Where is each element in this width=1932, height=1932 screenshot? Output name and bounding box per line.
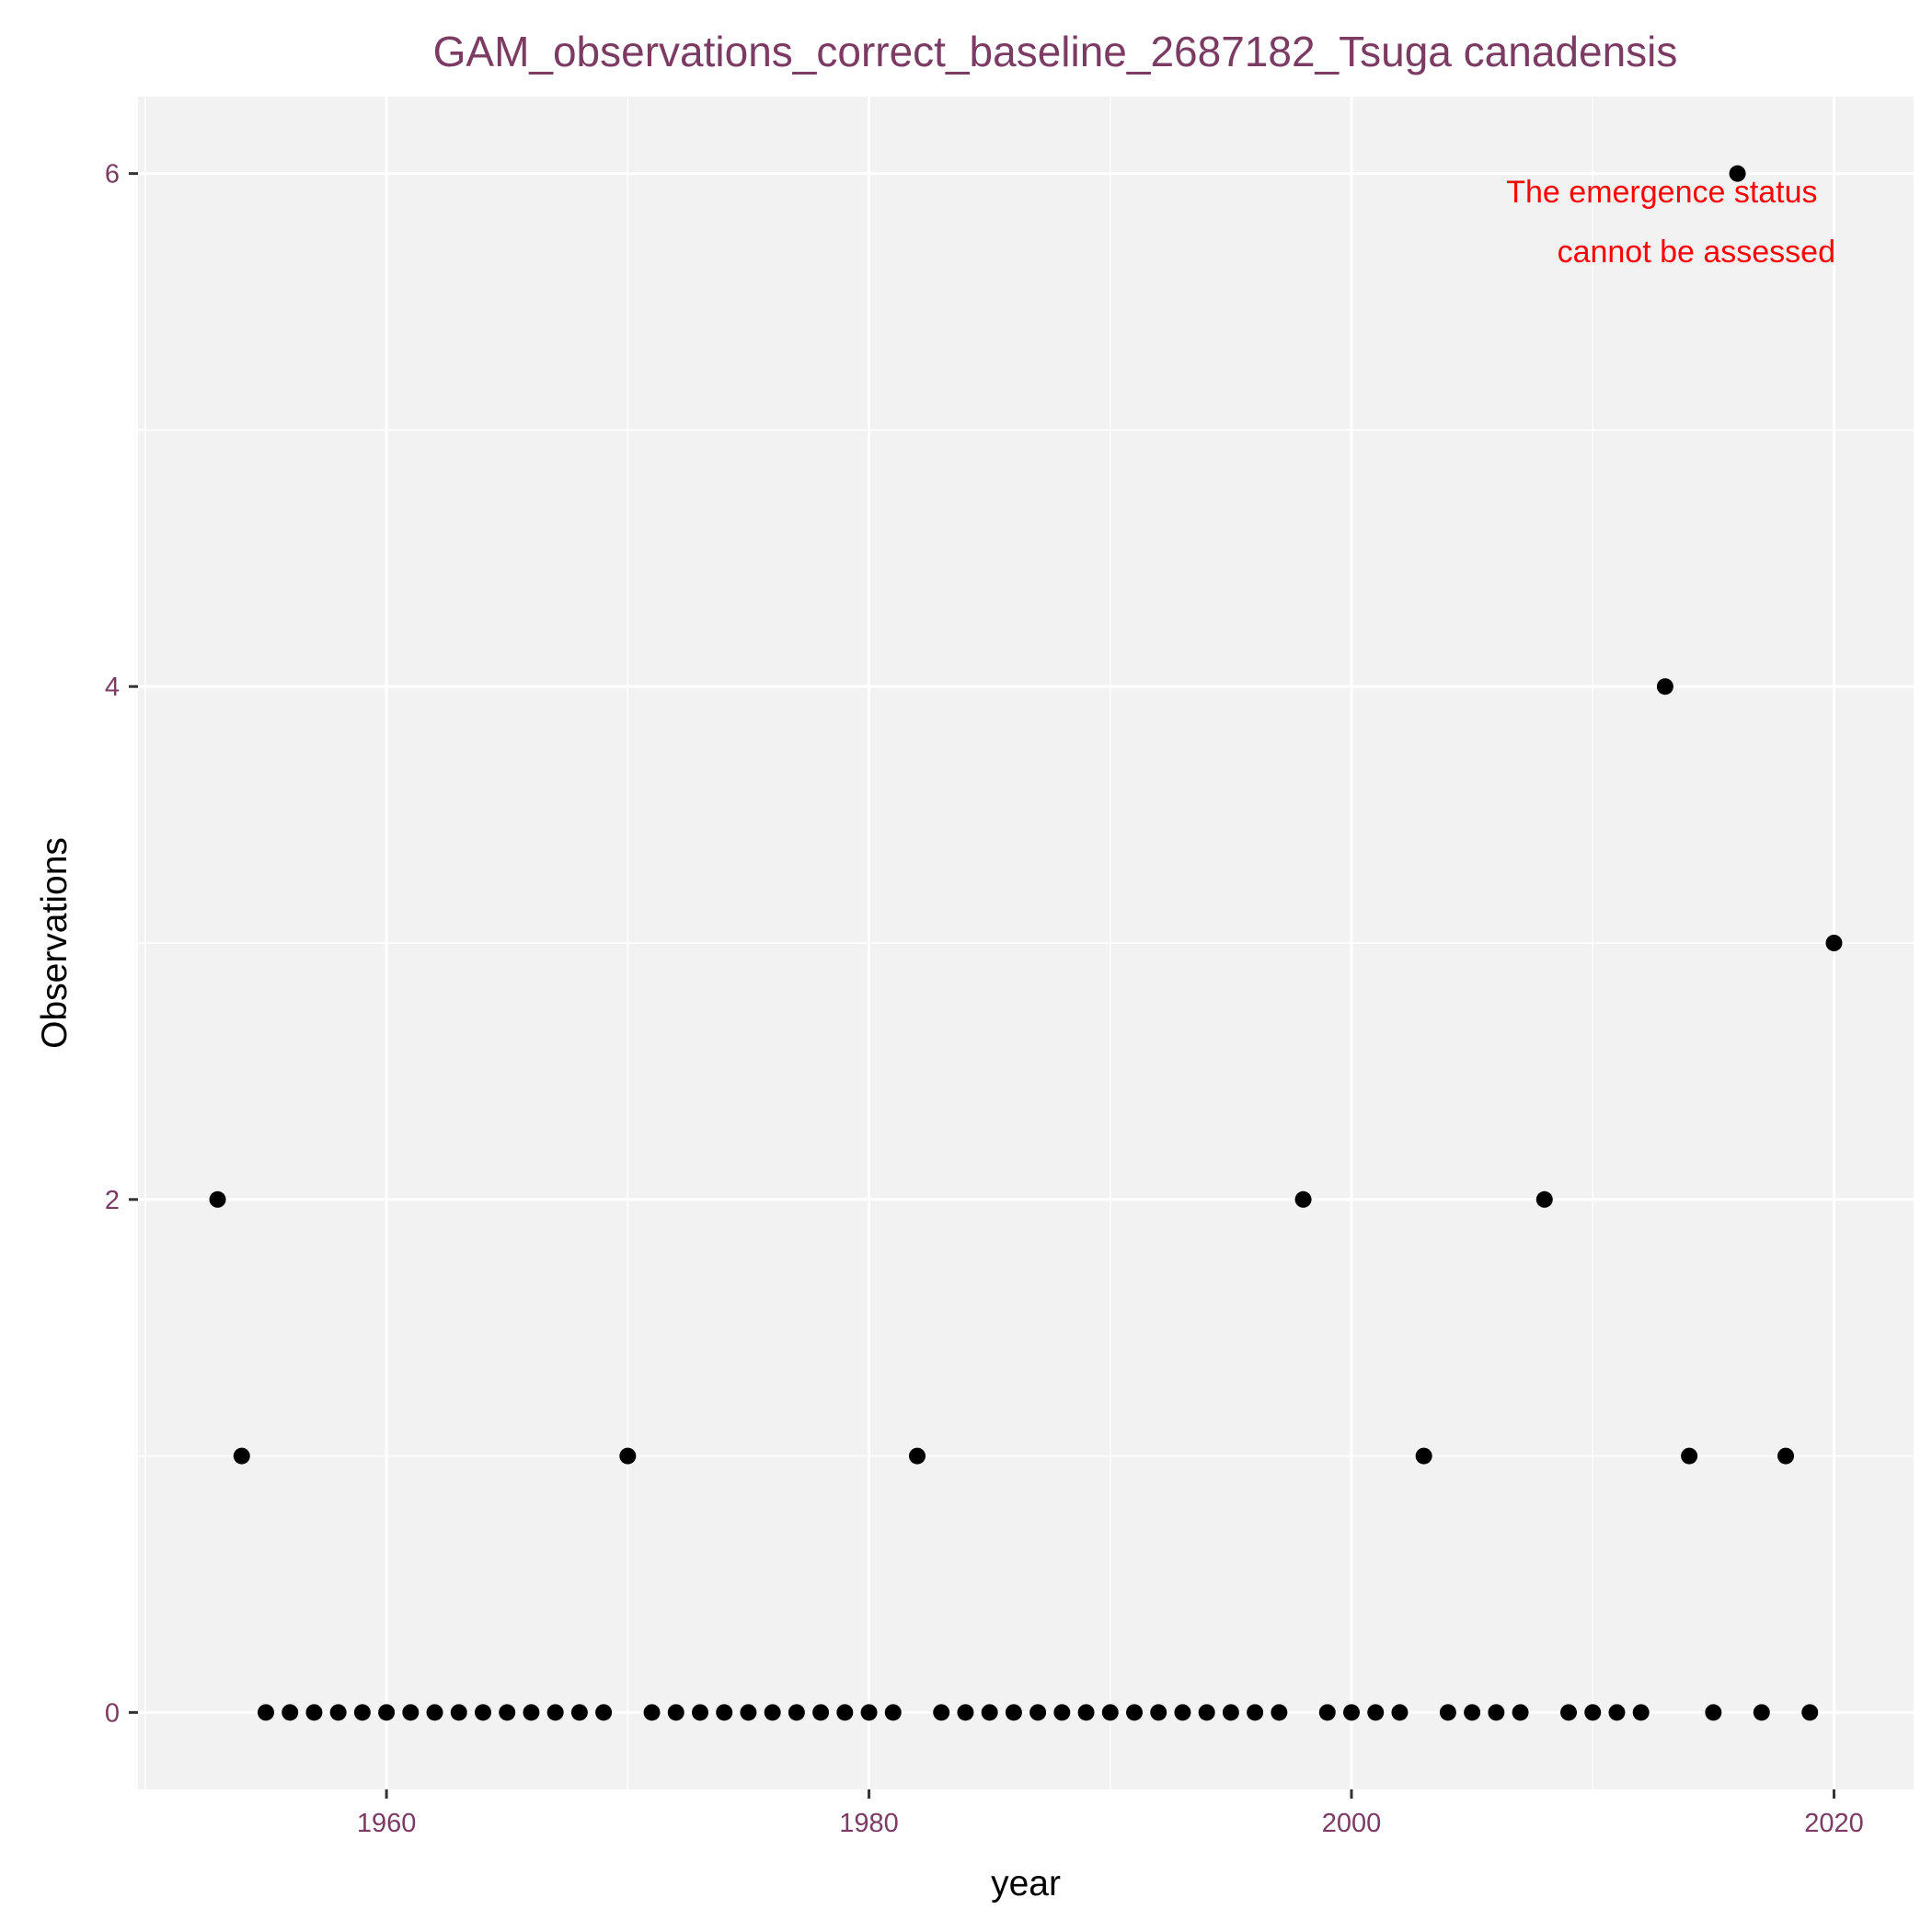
data-point (691, 1704, 708, 1721)
y-tick-label: 6 (105, 160, 120, 190)
data-point (957, 1704, 974, 1721)
x-tick-label: 1980 (839, 1809, 899, 1838)
data-point (209, 1190, 226, 1208)
data-point (1753, 1704, 1770, 1721)
data-point (1632, 1704, 1650, 1721)
chart-title: GAM_observations_correct_baseline_268718… (433, 28, 1678, 75)
data-point (450, 1704, 467, 1721)
data-point (353, 1704, 371, 1721)
data-point (1271, 1704, 1288, 1721)
data-point (1101, 1704, 1119, 1721)
data-point (1029, 1704, 1047, 1721)
data-point (1560, 1704, 1578, 1721)
data-point (1174, 1704, 1191, 1721)
data-point (282, 1704, 299, 1721)
data-point (933, 1704, 950, 1721)
data-point (1367, 1704, 1385, 1721)
data-point (1825, 935, 1843, 951)
data-point (305, 1704, 323, 1721)
data-point (981, 1704, 998, 1721)
data-point (788, 1704, 805, 1721)
x-axis: 1960 1980 2000 2020 (357, 1789, 1864, 1838)
data-point (474, 1704, 491, 1721)
x-tick-label: 1960 (357, 1809, 417, 1838)
data-point (812, 1704, 830, 1721)
data-point (1415, 1447, 1432, 1465)
data-point (1053, 1704, 1071, 1721)
data-point (860, 1704, 878, 1721)
data-point (1488, 1704, 1505, 1721)
data-point (1247, 1704, 1264, 1721)
data-point (378, 1704, 396, 1721)
data-point (402, 1704, 420, 1721)
data-point (1729, 165, 1746, 182)
data-point (1777, 1447, 1795, 1465)
data-point (1608, 1704, 1626, 1721)
data-point (716, 1704, 733, 1721)
data-point (884, 1704, 902, 1721)
y-tick-label: 0 (105, 1698, 120, 1728)
data-point (1391, 1704, 1409, 1721)
data-point (1705, 1704, 1722, 1721)
data-point (740, 1704, 757, 1721)
data-point (1318, 1704, 1336, 1721)
data-point (426, 1704, 443, 1721)
data-point (1439, 1704, 1456, 1721)
data-point (523, 1704, 540, 1721)
annotation-line-2: cannot be assessed (1558, 235, 1835, 270)
data-point (1343, 1704, 1361, 1721)
data-point (233, 1447, 250, 1465)
data-point (1512, 1704, 1529, 1721)
data-point (764, 1704, 781, 1721)
x-axis-title: year (991, 1864, 1061, 1903)
data-points (209, 165, 1843, 1721)
y-axis: 0 2 4 6 (105, 160, 138, 1728)
data-point (619, 1447, 637, 1465)
data-point (546, 1704, 564, 1721)
annotation-line-1: The emergence status (1506, 175, 1817, 210)
data-point (1005, 1704, 1022, 1721)
data-point (1801, 1704, 1819, 1721)
data-point (1584, 1704, 1602, 1721)
y-tick-label: 4 (105, 673, 120, 702)
data-point (667, 1704, 684, 1721)
data-point (1535, 1190, 1553, 1208)
data-point (1198, 1704, 1215, 1721)
data-point (595, 1704, 613, 1721)
y-tick-label: 2 (105, 1186, 120, 1215)
data-point (1222, 1704, 1239, 1721)
chart-annotation: The emergence status cannot be assessed (1506, 175, 1835, 270)
x-tick-label: 2020 (1804, 1809, 1864, 1838)
data-point (1077, 1704, 1095, 1721)
data-point (836, 1704, 854, 1721)
x-tick-label: 2000 (1322, 1809, 1382, 1838)
data-point (908, 1447, 926, 1465)
minor-gridlines (138, 97, 1914, 1789)
data-point (499, 1704, 516, 1721)
data-point (257, 1704, 274, 1721)
data-point (1294, 1190, 1312, 1208)
y-axis-title: Observations (35, 837, 75, 1049)
data-point (1464, 1704, 1481, 1721)
data-point (329, 1704, 347, 1721)
data-point (1150, 1704, 1167, 1721)
data-point (1126, 1704, 1144, 1721)
data-point (1681, 1447, 1698, 1465)
data-point (570, 1704, 588, 1721)
data-point (643, 1704, 661, 1721)
data-point (1656, 678, 1673, 696)
